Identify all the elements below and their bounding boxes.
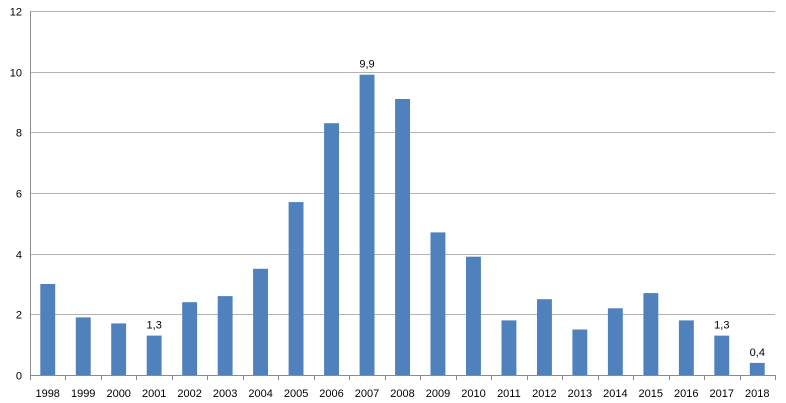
x-tick-label: 2012 [532,388,556,400]
bar-2003 [217,296,233,375]
bar-2007 [359,74,375,375]
bar-1999 [75,317,91,375]
bar-2005 [288,202,304,375]
x-tick-label: 2004 [248,388,272,400]
bar-2015 [643,293,659,375]
bar-2001 [146,335,162,375]
x-tick-label: 2013 [568,388,592,400]
bar-2000 [111,323,127,375]
bar-2013 [572,329,588,375]
y-tick-label: 10 [10,68,22,80]
bar-2014 [607,308,623,375]
bars [40,74,765,375]
bar-2002 [182,302,198,375]
data-label-2018: 0,4 [750,347,765,359]
y-tick-label: 12 [10,7,22,19]
x-tick-label: 2011 [497,388,521,400]
bar-2017 [714,335,730,375]
x-tick-label: 2014 [603,388,627,400]
bar-2009 [430,232,446,375]
data-label-2001: 1,3 [147,320,162,332]
x-tick-label: 2007 [355,388,379,400]
y-tick-label: 8 [16,128,22,140]
y-tick-label: 2 [16,310,22,322]
x-tick-label: 2006 [319,388,343,400]
bar-2018 [749,362,765,375]
bar-2004 [253,268,268,375]
data-label-2017: 1,3 [714,320,729,332]
x-tick-label: 2010 [461,388,485,400]
axes [30,11,776,380]
x-tick-label: 2015 [639,388,663,400]
y-tick-label: 6 [16,189,22,201]
bar-1998 [40,284,56,375]
x-tick-label: 2017 [710,388,734,400]
bar-2016 [678,320,694,375]
bar-2006 [324,123,339,375]
bar-2008 [395,99,410,375]
x-tick-label: 2008 [390,388,414,400]
x-tick-label: 2018 [745,388,769,400]
bar-2010 [466,256,481,375]
labels: 0 2 4 6 8 10 12 1998 1999 2000 2001 1,3 2002 2003 2004… [10,7,770,401]
x-tick-label: 2000 [106,388,130,400]
y-tick-label: 0 [16,371,22,383]
x-tick-label: 1999 [71,388,95,400]
data-label-2007: 9,9 [359,59,374,71]
x-tick-label: 2009 [426,388,450,400]
x-tick-label: 2005 [284,388,308,400]
bar-2011 [501,320,517,375]
x-tick-label: 2001 [142,388,166,400]
x-tick-label: 2003 [213,388,237,400]
x-tick-label: 2002 [177,388,201,400]
bar-2012 [537,299,552,375]
y-tick-label: 4 [16,250,22,262]
x-tick-label: 1998 [35,388,59,400]
x-tick-label: 2016 [674,388,698,400]
